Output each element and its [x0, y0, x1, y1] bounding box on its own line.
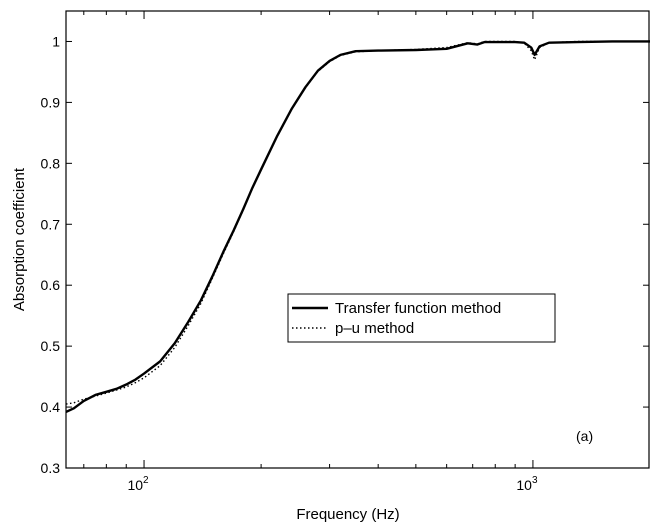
- legend: Transfer function method p–u method: [287, 293, 556, 343]
- plot-frame: [65, 10, 650, 469]
- x-axis-title: Frequency (Hz): [296, 506, 399, 523]
- legend-box: [287, 293, 556, 343]
- y-tick-label: 0.7: [41, 216, 61, 232]
- y-tick-label: 0.8: [41, 155, 61, 171]
- y-axis-title: Absorption coefficient: [11, 167, 28, 311]
- legend-label-p-u: p–u method: [335, 320, 414, 337]
- panel-annotation: (a): [576, 428, 593, 444]
- plot-area: 0.3 0.4 0.5 0.6 0.7 0.8 0.9 1 102 103: [41, 10, 650, 493]
- x-tick-label: 102: [127, 475, 149, 493]
- y-tick-label: 0.5: [41, 338, 61, 354]
- y-tick-label: 0.3: [41, 460, 61, 476]
- x-tick-label: 103: [516, 475, 538, 493]
- y-tick-label: 0.4: [41, 399, 61, 415]
- series-line-transfer-function: [65, 40, 650, 414]
- legend-label-transfer-function: Transfer function method: [335, 300, 501, 317]
- series-line-p-u: [65, 40, 650, 405]
- y-tick-label: 0.6: [41, 277, 61, 293]
- y-tick-label: 0.9: [41, 94, 61, 110]
- y-tick-label: 1: [52, 33, 60, 49]
